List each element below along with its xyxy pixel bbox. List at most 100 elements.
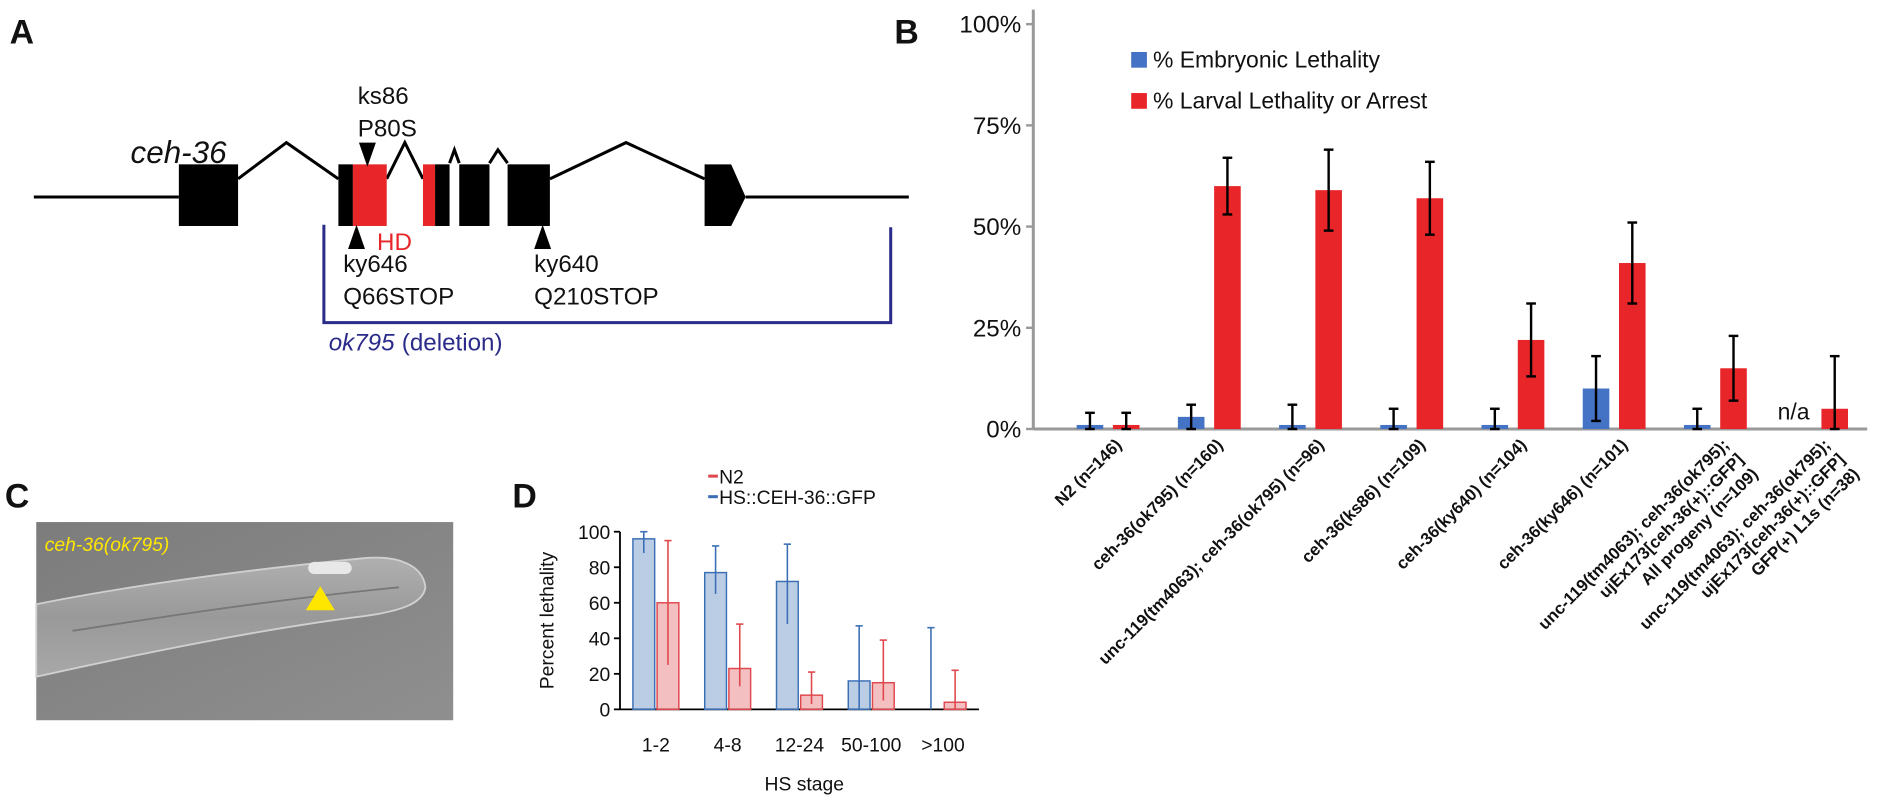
panel-letter: C bbox=[5, 478, 29, 516]
micrograph-label: ceh-36(ok795) bbox=[45, 535, 170, 556]
error-bar bbox=[1085, 411, 1095, 431]
y-tick-label: 100% bbox=[959, 12, 1021, 39]
gene-name: ceh-36 bbox=[131, 135, 228, 170]
chart-b: 0%25%50%75%100%N2 (n=146)ceh-36(ok795) (… bbox=[959, 9, 1868, 668]
legend-label: % Embryonic Lethality bbox=[1153, 47, 1381, 73]
arrowhead bbox=[348, 224, 365, 249]
error-bar bbox=[1425, 160, 1435, 236]
exon bbox=[507, 164, 550, 226]
deletion-name: ok795 bbox=[329, 329, 395, 356]
bar bbox=[632, 538, 656, 711]
error-bar bbox=[1829, 354, 1840, 431]
error-bar bbox=[736, 623, 744, 687]
y-tick-label: 50% bbox=[973, 214, 1021, 241]
x-tick-label: N2 (n=146) bbox=[1051, 435, 1125, 509]
legend-swatch bbox=[1131, 51, 1147, 68]
amphid bbox=[308, 561, 352, 575]
error-bar bbox=[711, 545, 720, 594]
allele-name: ks86 bbox=[358, 83, 409, 110]
y-tick-label: 0 bbox=[600, 701, 611, 722]
homeodomain bbox=[422, 164, 436, 226]
allele-change: P80S bbox=[358, 116, 417, 143]
panel-letter: A bbox=[10, 14, 34, 52]
error-bar bbox=[1287, 403, 1298, 431]
error-bar bbox=[1186, 403, 1197, 431]
intron bbox=[549, 140, 706, 181]
y-tick-label: 100 bbox=[578, 523, 610, 544]
error-bar bbox=[1591, 354, 1601, 423]
allele-name: ky646 bbox=[343, 251, 407, 278]
y-tick-label: 25% bbox=[973, 315, 1021, 342]
error-bar bbox=[1222, 156, 1233, 216]
worm-body bbox=[35, 556, 427, 678]
error-bar bbox=[1121, 411, 1132, 431]
x-tick-label: 12-24 bbox=[775, 736, 825, 757]
arrowhead bbox=[534, 224, 552, 249]
error-bar bbox=[1489, 407, 1500, 431]
exons bbox=[178, 142, 746, 249]
y-tick-label: 60 bbox=[589, 594, 611, 615]
x-tick-label: 4-8 bbox=[714, 736, 742, 757]
allele-name: ky640 bbox=[534, 251, 598, 278]
deletion-label: ok795 (deletion) bbox=[329, 329, 503, 356]
chart-d: 0 20 40 60 80 100 Percent lethality HS stage 1-2… bbox=[538, 467, 979, 795]
exon bbox=[338, 164, 353, 226]
bar bbox=[1214, 186, 1241, 430]
domain-label: HD bbox=[377, 229, 412, 256]
exon bbox=[178, 164, 239, 226]
arrowhead bbox=[358, 142, 376, 167]
legend-swatch bbox=[1131, 93, 1147, 109]
intron bbox=[385, 139, 425, 180]
error-bar bbox=[1526, 302, 1536, 378]
arrowhead bbox=[305, 586, 335, 611]
y-tick-label: 80 bbox=[589, 559, 611, 580]
error-bar bbox=[664, 539, 672, 665]
exon bbox=[435, 164, 450, 226]
allele-change: Q210STOP bbox=[534, 284, 658, 311]
error-bar bbox=[640, 530, 648, 554]
allele-change: Q66STOP bbox=[343, 284, 454, 311]
y-tick-label: 20 bbox=[589, 665, 611, 686]
panel-letter: B bbox=[894, 14, 918, 52]
legend-label: % Larval Lethality or Arrest bbox=[1153, 88, 1428, 114]
error-bar bbox=[783, 543, 791, 625]
intron bbox=[448, 145, 461, 164]
bar bbox=[1416, 198, 1444, 430]
intron bbox=[237, 140, 340, 181]
error-bar bbox=[1728, 334, 1739, 402]
x-tick-label: >100 bbox=[921, 736, 965, 757]
gene-diagram bbox=[33, 139, 909, 199]
error-bar bbox=[951, 669, 959, 710]
error-bar bbox=[879, 639, 887, 701]
deletion-note: (deletion) bbox=[402, 329, 503, 356]
error-bar bbox=[855, 625, 863, 710]
error-bar bbox=[807, 671, 816, 705]
x-tick-label: 50-100 bbox=[841, 736, 901, 757]
worm-pharynx bbox=[72, 586, 399, 632]
error-bar bbox=[927, 626, 935, 710]
error-bar bbox=[1627, 221, 1638, 305]
y-tick-label: 0% bbox=[986, 416, 1021, 443]
deletion-bracket bbox=[322, 224, 893, 325]
x-tick-label: 1-2 bbox=[642, 736, 670, 757]
legend-label: N2 bbox=[719, 467, 744, 488]
exon bbox=[704, 164, 746, 226]
exon bbox=[459, 164, 490, 226]
error-bar bbox=[1323, 148, 1334, 232]
error-bar bbox=[1692, 407, 1703, 431]
y-tick-label: 75% bbox=[973, 113, 1021, 140]
x-tick-label-line: unc-119(tm4063); ceh-36(ok795) (n=96) bbox=[1095, 435, 1328, 668]
value-label: n/a bbox=[1778, 398, 1810, 424]
x-tick-label-line: N2 (n=146) bbox=[1051, 435, 1125, 509]
y-tick-label: 40 bbox=[589, 630, 611, 651]
error-bar bbox=[1388, 407, 1399, 431]
x-tick-label: unc-119(tm4063); ceh-36(ok795) (n=96) bbox=[1095, 435, 1328, 668]
homeodomain bbox=[352, 164, 387, 226]
x-axis-label: HS stage bbox=[765, 774, 845, 795]
panel-letter: D bbox=[512, 478, 536, 516]
legend-label: HS::CEH-36::GFP bbox=[719, 488, 876, 509]
intron bbox=[488, 147, 509, 165]
y-axis-label: Percent lethality bbox=[538, 551, 559, 689]
